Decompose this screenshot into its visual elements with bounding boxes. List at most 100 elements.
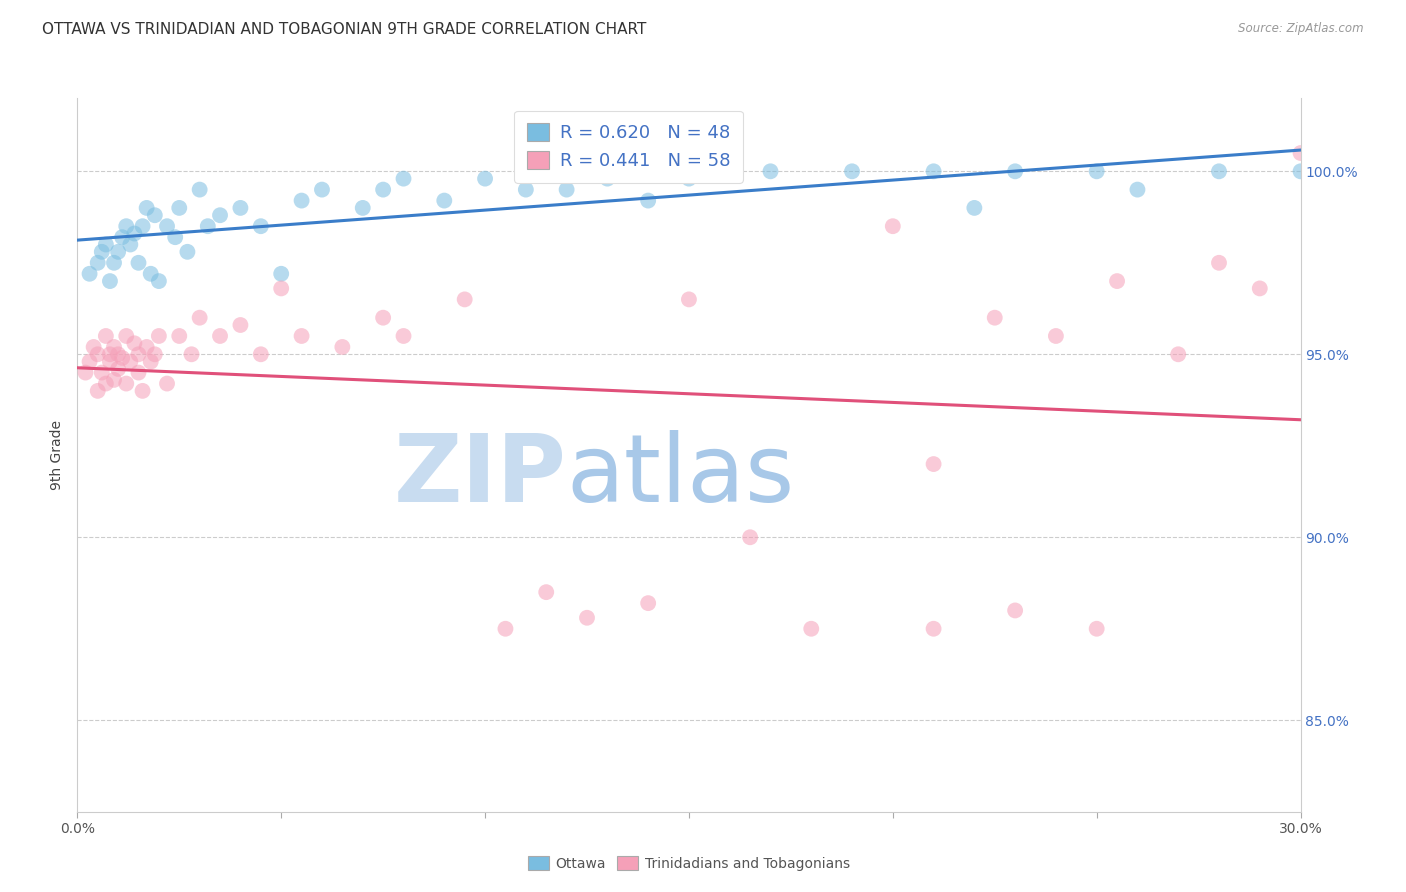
Point [637,194,659,208]
Point [115,376,138,391]
Point [1107,274,1129,288]
Point [111,230,134,244]
Point [392,329,415,343]
Point [740,530,762,544]
Point [98,274,121,288]
Point [128,256,150,270]
Point [90,366,112,380]
Point [120,354,142,368]
Point [1289,164,1312,178]
Point [148,274,170,288]
Text: ZIP: ZIP [394,430,567,523]
Point [124,227,146,241]
Point [433,194,456,208]
Point [176,244,198,259]
Point [984,310,1007,325]
Point [1208,164,1230,178]
Point [291,194,314,208]
Point [209,208,232,222]
Point [270,267,292,281]
Point [107,244,129,259]
Point [94,376,117,391]
Point [1249,281,1271,295]
Point [98,354,121,368]
Point [169,201,191,215]
Point [922,457,945,471]
Point [922,164,945,178]
Point [882,219,904,234]
Point [148,329,170,343]
Point [841,164,863,178]
Point [352,201,374,215]
Point [169,329,191,343]
Point [103,340,125,354]
Point [1004,164,1026,178]
Point [83,340,105,354]
Point [103,256,125,270]
Point [139,354,162,368]
Point [128,366,150,380]
Point [79,267,101,281]
Point [197,219,219,234]
Point [107,347,129,361]
Point [115,329,138,343]
Point [229,201,252,215]
Point [678,171,700,186]
Point [311,183,333,197]
Point [1045,329,1067,343]
Point [131,384,153,398]
Point [1289,146,1312,161]
Point [800,622,823,636]
Text: atlas: atlas [567,430,794,523]
Point [229,318,252,332]
Point [922,622,945,636]
Point [678,293,700,307]
Point [555,183,578,197]
Point [963,201,986,215]
Point [131,219,153,234]
Point [143,208,166,222]
Point [120,237,142,252]
Point [180,347,202,361]
Point [79,354,101,368]
Point [94,237,117,252]
Text: Source: ZipAtlas.com: Source: ZipAtlas.com [1239,22,1364,36]
Point [111,351,134,365]
Point [250,347,273,361]
Point [495,622,517,636]
Point [1208,256,1230,270]
Point [94,329,117,343]
Point [143,347,166,361]
Point [576,611,599,625]
Point [156,376,179,391]
Point [107,362,129,376]
Y-axis label: 9th Grade: 9th Grade [51,420,65,490]
Point [124,336,146,351]
Point [98,347,121,361]
Point [536,585,558,599]
Point [209,329,232,343]
Point [1085,164,1108,178]
Point [270,281,292,295]
Point [291,329,314,343]
Point [371,183,394,197]
Point [515,183,537,197]
Point [139,267,162,281]
Point [87,384,110,398]
Point [637,596,659,610]
Text: OTTAWA VS TRINIDADIAN AND TOBAGONIAN 9TH GRADE CORRELATION CHART: OTTAWA VS TRINIDADIAN AND TOBAGONIAN 9TH… [42,22,647,37]
Point [1167,347,1189,361]
Legend: Ottawa, Trinidadians and Tobagonians: Ottawa, Trinidadians and Tobagonians [522,851,856,876]
Point [87,347,110,361]
Point [188,310,211,325]
Point [371,310,394,325]
Point [103,373,125,387]
Point [759,164,782,178]
Point [332,340,354,354]
Point [115,219,138,234]
Point [156,219,179,234]
Point [135,340,157,354]
Point [1004,603,1026,617]
Point [165,230,187,244]
Point [135,201,157,215]
